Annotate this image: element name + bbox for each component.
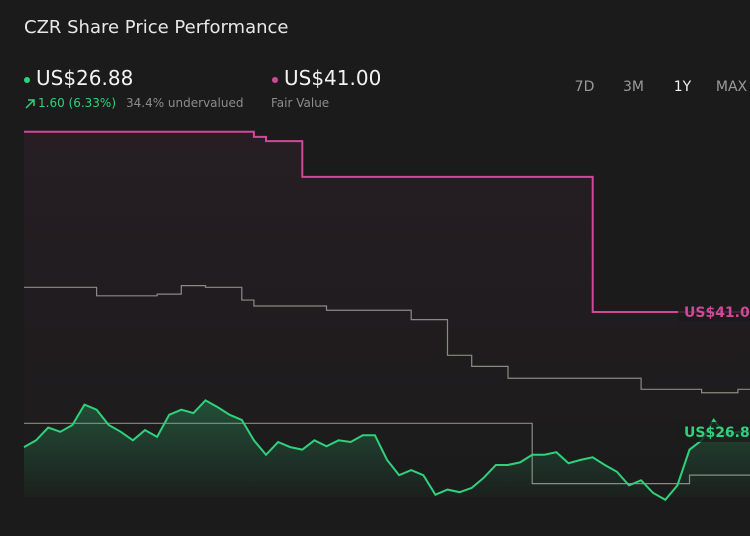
range-button[interactable]: 1Y bbox=[673, 79, 692, 95]
price-change: 1.60 (6.33%) bbox=[38, 96, 117, 110]
fair-value-label: Fair Value bbox=[271, 96, 330, 110]
title: CZR Share Price Performance bbox=[24, 17, 289, 38]
range-button[interactable]: MAX bbox=[715, 79, 748, 95]
up-arrow bbox=[25, 99, 35, 109]
price-dot bbox=[24, 77, 30, 83]
range-button[interactable]: 7D bbox=[574, 79, 595, 95]
range-button[interactable]: 3M bbox=[623, 79, 644, 95]
line bbox=[23, 399, 750, 502]
end-label: US$41.00 bbox=[684, 305, 750, 321]
valuation: 34.4% undervalued bbox=[126, 96, 244, 110]
range-selector: 7D 3M 1Y MAX bbox=[560, 79, 750, 95]
price: US$26.88 bbox=[36, 66, 134, 90]
end-label-bg bbox=[678, 301, 750, 322]
end-label-bg bbox=[678, 421, 750, 442]
area bbox=[24, 400, 750, 500]
line bbox=[24, 285, 750, 394]
end-label: US$26.88 bbox=[684, 425, 750, 441]
line bbox=[24, 130, 750, 313]
fair-value-dot bbox=[272, 77, 278, 83]
fair-value: US$41.00 bbox=[284, 66, 382, 90]
